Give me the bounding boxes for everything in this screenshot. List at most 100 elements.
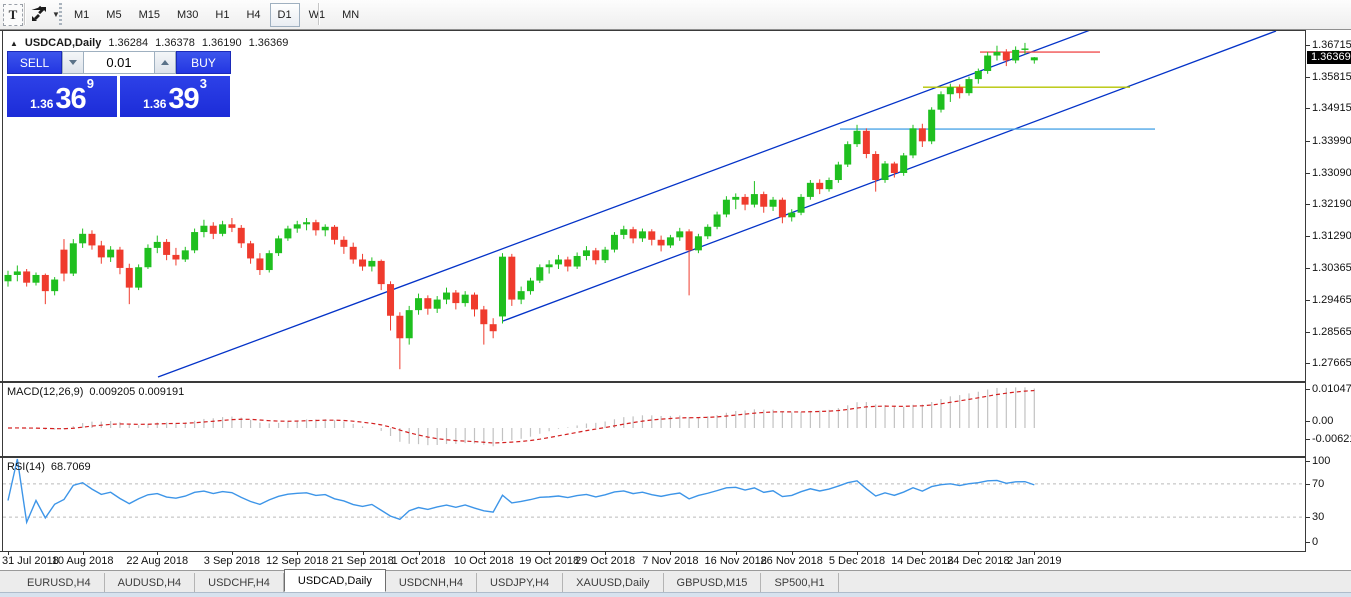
candle[interactable] <box>349 246 357 260</box>
timeframe-button-w1[interactable]: W1 <box>308 9 326 21</box>
candle[interactable] <box>51 279 59 292</box>
chart-tab-usdjpy-h4[interactable]: USDJPY,H4 <box>477 573 564 592</box>
candle[interactable] <box>433 299 441 309</box>
candle[interactable] <box>181 250 189 260</box>
candle[interactable] <box>13 271 21 275</box>
candle[interactable] <box>918 128 926 142</box>
candle[interactable] <box>41 274 49 292</box>
candle[interactable] <box>265 253 273 271</box>
candle[interactable] <box>862 130 870 154</box>
candle[interactable] <box>769 199 777 207</box>
timeframe-button-d1[interactable]: D1 <box>269 3 300 27</box>
buy-button[interactable]: BUY <box>176 51 231 74</box>
volume-decrease-button[interactable] <box>62 51 84 74</box>
candle[interactable] <box>331 226 339 240</box>
price-axis[interactable]: 1.36715 1.35815 1.34915 1.33990 1.33090 1.321… <box>1306 30 1351 570</box>
candle[interactable] <box>760 194 768 207</box>
chart-tab-usdcnh-h4[interactable]: USDCNH,H4 <box>386 573 478 592</box>
candle[interactable] <box>629 229 637 239</box>
candle[interactable] <box>471 294 478 310</box>
candle[interactable] <box>694 236 702 251</box>
candle[interactable] <box>909 128 917 156</box>
candle[interactable] <box>312 222 320 231</box>
chart-tab-usdchf-h4[interactable]: USDCHF,H4 <box>195 573 284 592</box>
candle[interactable] <box>443 292 451 300</box>
candle[interactable] <box>956 87 964 94</box>
candle[interactable] <box>23 271 31 283</box>
candle[interactable] <box>638 231 646 239</box>
candle[interactable] <box>545 264 553 268</box>
candle[interactable] <box>116 249 124 268</box>
panel-divider[interactable] <box>0 456 1351 458</box>
candle[interactable] <box>256 258 264 271</box>
candle[interactable] <box>97 245 105 258</box>
candle[interactable] <box>648 231 656 240</box>
timeframe-button-m15[interactable]: M15 <box>138 9 160 21</box>
candle[interactable] <box>965 79 973 94</box>
volume-increase-button[interactable] <box>154 51 176 74</box>
candle[interactable] <box>60 249 68 274</box>
candle[interactable] <box>517 291 525 300</box>
timeframe-button-m5[interactable]: M5 <box>106 9 122 21</box>
candle[interactable] <box>685 231 693 251</box>
candle[interactable] <box>666 237 674 246</box>
candle[interactable] <box>219 224 227 234</box>
candle[interactable] <box>573 255 581 267</box>
candle[interactable] <box>1012 49 1020 61</box>
candle[interactable] <box>247 243 255 259</box>
candle[interactable] <box>853 130 861 145</box>
candle[interactable] <box>424 298 432 309</box>
arrows-dropdown-caret-icon[interactable]: ▼ <box>52 9 60 19</box>
candle[interactable] <box>620 229 628 235</box>
candlestick-chart[interactable] <box>3 28 1305 381</box>
candle[interactable] <box>946 87 954 95</box>
candle[interactable] <box>610 234 618 250</box>
candle[interactable] <box>79 233 87 244</box>
volume-input[interactable] <box>84 51 154 74</box>
candle[interactable] <box>32 274 40 283</box>
candle[interactable] <box>778 199 786 218</box>
candle[interactable] <box>526 280 534 292</box>
arrows-object-icon[interactable] <box>28 4 50 24</box>
candle[interactable] <box>601 249 609 261</box>
candle[interactable] <box>284 228 292 239</box>
candle[interactable] <box>1030 57 1038 61</box>
candle[interactable] <box>797 196 805 213</box>
candle[interactable] <box>592 250 600 261</box>
candle[interactable] <box>405 310 413 339</box>
candle[interactable] <box>340 239 348 247</box>
candle[interactable] <box>461 294 469 304</box>
candle[interactable] <box>321 226 329 231</box>
candle[interactable] <box>191 232 199 251</box>
candle[interactable] <box>704 226 712 237</box>
timeframe-button-m30[interactable]: M30 <box>176 9 199 21</box>
candle[interactable] <box>816 182 824 190</box>
candle[interactable] <box>536 267 544 281</box>
candle[interactable] <box>396 315 404 339</box>
chart-tab-gbpusd-m15[interactable]: GBPUSD,M15 <box>664 573 762 592</box>
candle[interactable] <box>508 256 516 300</box>
sell-button[interactable]: SELL <box>7 51 62 74</box>
rsi-chart[interactable] <box>3 458 1305 551</box>
channel-upper[interactable] <box>157 28 1094 378</box>
candle[interactable] <box>713 214 721 227</box>
chart-tab-audusd-h4[interactable]: AUDUSD,H4 <box>105 573 196 592</box>
candle[interactable] <box>368 260 376 267</box>
candle[interactable] <box>1002 52 1010 61</box>
buy-price-button[interactable]: 1.36 39 3 <box>120 76 230 117</box>
candle[interactable] <box>69 243 77 274</box>
candle[interactable] <box>480 309 488 325</box>
candle[interactable] <box>937 94 945 110</box>
candle[interactable] <box>582 250 590 256</box>
collapse-icon[interactable]: ▲ <box>10 38 18 48</box>
timeframe-button-h1[interactable]: H1 <box>215 9 230 21</box>
candle[interactable] <box>844 144 852 165</box>
candle[interactable] <box>293 224 301 229</box>
candle[interactable] <box>722 199 730 215</box>
candle[interactable] <box>564 259 572 267</box>
candle[interactable] <box>172 254 180 260</box>
candle[interactable] <box>153 241 161 248</box>
candle[interactable] <box>825 180 833 190</box>
timeframe-button-m1[interactable]: M1 <box>74 9 90 21</box>
candle[interactable] <box>415 298 423 311</box>
